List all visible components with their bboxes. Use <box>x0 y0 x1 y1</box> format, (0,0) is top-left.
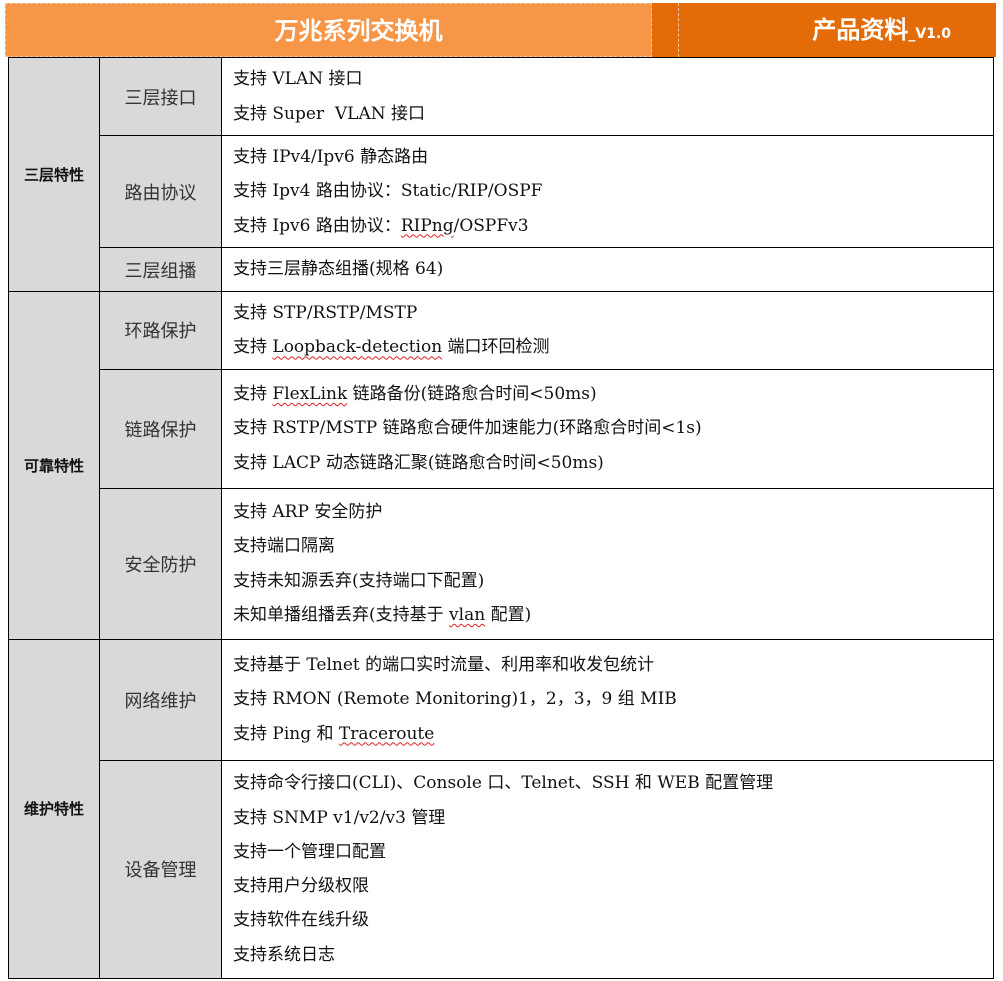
table-row: 路由协议 支持 IPv4/Ipv6 静态路由支持 Ipv4 路由协议：Static… <box>9 135 994 248</box>
feature-text: 支持 Ipv6 路由协议： <box>233 215 401 236</box>
feature-item: 支持用户分级权限 <box>233 869 993 903</box>
feature-item: 支持 RMON (Remote Monitoring)1，2，3，9 组 MIB <box>233 682 993 716</box>
header-doc-cell: 产品资料_V1.0 <box>652 3 996 57</box>
feature-text: 支持系统日志 <box>233 944 335 965</box>
feature-text: 支持一个管理口配置 <box>233 841 386 862</box>
feature-text: 支持 Ping 和 <box>233 723 339 744</box>
feature-table: 三层特性 三层接口 支持 VLAN 接口 支持 Super VLAN 接口 路由协议 支持… <box>8 57 994 979</box>
feature-item: 支持 ARP 安全防护 <box>233 495 993 529</box>
doc-label-text: 产品资料 <box>812 16 909 44</box>
feature-item: 支持未知源丢弃(支持端口下配置) <box>233 564 993 598</box>
feature-item: 支持 SNMP v1/v2/v3 管理 <box>233 801 993 835</box>
feature-text: 支持 SNMP v1/v2/v3 管理 <box>233 807 446 828</box>
feature-text: 支持 VLAN 接口 <box>233 69 363 90</box>
feature-item: 支持 LACP 动态链路汇聚(链路愈合时间<50ms) <box>233 446 993 480</box>
doc-label: 产品资料_V1.0 <box>812 3 951 57</box>
table-row: 三层特性 三层接口 支持 VLAN 接口支持 Super VLAN 接口 <box>8 57 994 292</box>
feature-text: 支持用户分级权限 <box>233 876 369 897</box>
feature-item: 支持基于 Telnet 的端口实时流量、利用率和收发包统计 <box>233 648 993 682</box>
feature-text: 支持 <box>233 384 273 405</box>
feature-text: 支持命令行接口(CLI)、Console 口、Telnet、SSH 和 WEB … <box>233 773 774 794</box>
feature-item: 未知单播组播丢弃(支持基于 vlan 配置) <box>233 598 993 632</box>
feature-text: 支持 STP/RSTP/MSTP <box>233 303 418 323</box>
feature-item: 支持 VLAN 接口 <box>233 62 993 96</box>
feature-text: 支持 IPv4/Ipv6 静态路由 <box>233 147 429 168</box>
feature-text: 支持未知源丢弃(支持端口下配置) <box>233 570 485 591</box>
feature-list: 支持基于 Telnet 的端口实时流量、利用率和收发包统计支持 RMON (Re… <box>221 638 994 761</box>
feature-text: 支持 <box>233 337 273 358</box>
feature-text: 支持 ARP 安全防护 <box>233 502 383 522</box>
feature-text: 支持三层静态组播(规格 64) <box>233 259 444 280</box>
header-title-cell: 万兆系列交换机 <box>5 3 652 57</box>
feature-text: 支持端口隔离 <box>233 536 335 557</box>
feature-item: 支持系统日志 <box>233 938 993 972</box>
spellcheck-flagged-text: vlan <box>449 604 486 625</box>
feature-text: 支持 RSTP/MSTP 链路愈合硬件加速能力(环路愈合时间<1s) <box>233 418 702 439</box>
feature-list: 支持 VLAN 接口支持 Super VLAN 接口 <box>221 57 994 136</box>
feature-text: 支持 RMON (Remote Monitoring)1，2，3，9 组 MIB <box>233 689 677 710</box>
feature-item: 支持端口隔离 <box>233 529 993 563</box>
feature-text: 支持 LACP 动态链路汇聚(链路愈合时间<50ms) <box>233 452 604 473</box>
subcategory-label: 链路保护 <box>99 368 222 489</box>
version-label: _V1.0 <box>908 26 951 42</box>
feature-text: 链路备份(链路愈合时间<50ms) <box>347 384 597 405</box>
table-row: 维护特性 网络维护 支持基于 Telnet 的端口实时流量、利用率和收发包统计 支持 … <box>8 638 994 979</box>
table-row: 可靠特性 环路保护 支持 STP/RSTP/MSTP 支持 Loopback-dete… <box>8 291 994 640</box>
feature-item: 支持 Loopback-detection 端口环回检测 <box>233 330 993 364</box>
feature-item: 支持一个管理口配置 <box>233 835 993 869</box>
feature-item: 支持 Ipv4 路由协议：Static/RIP/OSPF <box>233 174 993 208</box>
feature-item: 支持 Super VLAN 接口 <box>233 97 993 131</box>
subcategory-label: 网络维护 <box>99 638 222 761</box>
table-row: 链路保护 支持 FlexLink 链路备份(链路愈合时间<50ms) 支持 RSTP… <box>9 368 994 489</box>
table-row: 三层组播 支持三层静态组播(规格 64) <box>9 247 994 292</box>
table-row: 安全防护 支持 ARP 安全防护 支持端口隔离支持未知源丢弃(支持端口下配置) 未知单… <box>9 487 994 640</box>
feature-item: 支持软件在线升级 <box>233 903 993 937</box>
subcategory-label: 安全防护 <box>99 487 222 640</box>
spellcheck-flagged-text: Loopback-detection <box>272 337 443 358</box>
feature-text: 支持基于 Telnet 的端口实时流量、利用率和收发包统计 <box>233 655 655 676</box>
group-label: 三层特性 <box>8 57 100 292</box>
feature-item: 支持 Ping 和 Traceroute <box>233 717 993 751</box>
feature-text: 支持软件在线升级 <box>233 910 369 931</box>
feature-text: 支持 Ipv4 路由协议：Static/RIP/OSPF <box>233 181 543 202</box>
table-row: 设备管理 支持命令行接口(CLI)、Console 口、Telnet、SSH 和 … <box>9 759 994 979</box>
feature-item: 支持 Ipv6 路由协议：RIPng/OSPFv3 <box>233 209 993 243</box>
feature-text: 支持 Super VLAN 接口 <box>233 103 425 124</box>
subcategory-label: 环路保护 <box>99 291 222 370</box>
group-label: 可靠特性 <box>8 291 100 640</box>
feature-item: 支持三层静态组播(规格 64) <box>233 252 993 286</box>
subcategory-label: 路由协议 <box>99 135 222 248</box>
feature-text: /OSPFv3 <box>453 215 529 236</box>
feature-text: 配置) <box>485 604 532 625</box>
divider <box>678 3 679 57</box>
feature-list: 支持 ARP 安全防护 支持端口隔离支持未知源丢弃(支持端口下配置) 未知单播组播丢… <box>221 487 994 640</box>
feature-item: 支持命令行接口(CLI)、Console 口、Telnet、SSH 和 WEB … <box>233 766 993 800</box>
spellcheck-flagged-text: RIPng <box>400 215 454 236</box>
spellcheck-flagged-text: FlexLink <box>272 384 348 405</box>
subcategory-label: 三层组播 <box>99 247 222 292</box>
feature-list: 支持三层静态组播(规格 64) <box>221 247 994 292</box>
header-banner: 万兆系列交换机 产品资料_V1.0 <box>5 3 996 57</box>
feature-list: 支持 FlexLink 链路备份(链路愈合时间<50ms) 支持 RSTP/MST… <box>221 368 994 489</box>
feature-item: 支持 STP/RSTP/MSTP <box>233 296 993 330</box>
page-title: 万兆系列交换机 <box>274 17 443 45</box>
subcategory-label: 三层接口 <box>99 57 222 136</box>
feature-item: 支持 RSTP/MSTP 链路愈合硬件加速能力(环路愈合时间<1s) <box>233 411 993 445</box>
spellcheck-flagged-text: Traceroute <box>338 723 435 744</box>
feature-list: 支持命令行接口(CLI)、Console 口、Telnet、SSH 和 WEB … <box>221 759 994 979</box>
feature-item: 支持 IPv4/Ipv6 静态路由 <box>233 140 993 174</box>
feature-list: 支持 STP/RSTP/MSTP 支持 Loopback-detection 端口… <box>221 291 994 370</box>
feature-item: 支持 FlexLink 链路备份(链路愈合时间<50ms) <box>233 377 993 411</box>
subcategory-label: 设备管理 <box>99 759 222 979</box>
feature-text: 未知单播组播丢弃(支持基于 <box>233 604 450 625</box>
feature-text: 端口环回检测 <box>442 337 550 358</box>
group-label: 维护特性 <box>8 638 100 979</box>
feature-list: 支持 IPv4/Ipv6 静态路由支持 Ipv4 路由协议：Static/RIP… <box>221 135 994 248</box>
